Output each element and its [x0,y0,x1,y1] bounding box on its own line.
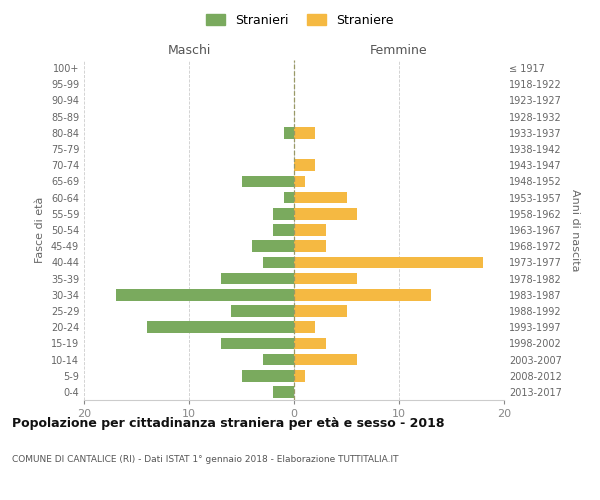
Bar [231,305,294,317]
Y-axis label: Fasce di età: Fasce di età [35,197,45,263]
Bar [294,224,325,236]
Bar [115,289,294,300]
Bar [294,160,315,171]
Bar [221,338,294,349]
Bar [273,224,294,236]
Text: Femmine: Femmine [370,44,428,57]
Bar [263,354,294,366]
Bar [294,272,357,284]
Bar [252,240,294,252]
Legend: Stranieri, Straniere: Stranieri, Straniere [202,8,398,32]
Bar [294,338,325,349]
Text: Popolazione per cittadinanza straniera per età e sesso - 2018: Popolazione per cittadinanza straniera p… [12,418,445,430]
Bar [294,192,347,203]
Bar [294,305,347,317]
Bar [294,127,315,138]
Bar [294,289,431,300]
Bar [294,256,483,268]
Bar [147,322,294,333]
Bar [241,176,294,188]
Bar [294,370,305,382]
Bar [294,240,325,252]
Y-axis label: Anni di nascita: Anni di nascita [570,188,580,271]
Bar [241,370,294,382]
Bar [221,272,294,284]
Bar [294,208,357,220]
Text: Maschi: Maschi [167,44,211,57]
Bar [294,354,357,366]
Bar [273,208,294,220]
Bar [294,176,305,188]
Bar [273,386,294,398]
Text: COMUNE DI CANTALICE (RI) - Dati ISTAT 1° gennaio 2018 - Elaborazione TUTTITALIA.: COMUNE DI CANTALICE (RI) - Dati ISTAT 1°… [12,455,398,464]
Bar [284,192,294,203]
Bar [294,322,315,333]
Bar [284,127,294,138]
Bar [263,256,294,268]
